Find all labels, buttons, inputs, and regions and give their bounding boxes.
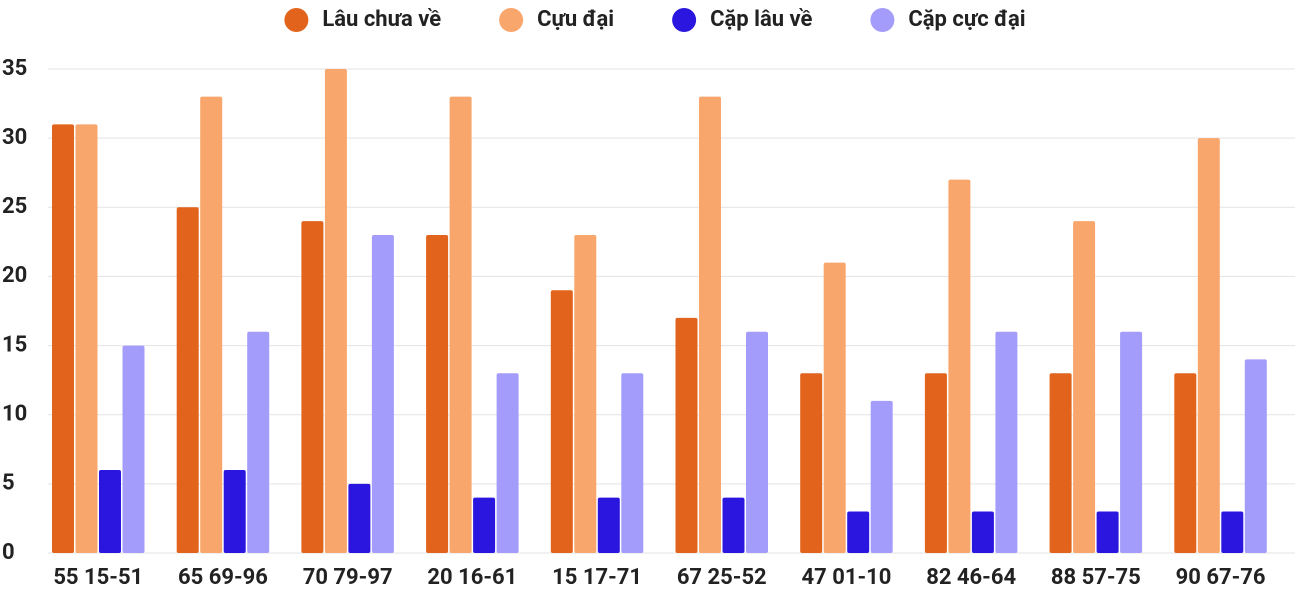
- x-tick-label: 88 57-75: [1051, 565, 1141, 590]
- bar: [550, 290, 573, 553]
- bar: [574, 234, 597, 553]
- bar: [847, 511, 870, 553]
- bar: [473, 497, 496, 553]
- legend-marker: [284, 8, 309, 32]
- bar: [1197, 138, 1220, 553]
- bar: [1096, 511, 1119, 553]
- y-tick-label: 25: [2, 194, 27, 219]
- x-tick-label: 55 15-51: [53, 565, 143, 590]
- x-tick-label: 20 16-61: [427, 565, 517, 590]
- bar: [948, 179, 971, 553]
- bar: [971, 511, 994, 553]
- legend-marker: [672, 8, 697, 32]
- bar: [1073, 221, 1096, 553]
- bar: [597, 497, 620, 553]
- bar: [247, 331, 270, 553]
- bar: [324, 69, 347, 553]
- x-tick-label: 67 25-52: [677, 565, 767, 590]
- legend-label: Cựu đại: [537, 7, 614, 32]
- y-tick-label: 30: [2, 125, 27, 150]
- bar: [722, 497, 745, 553]
- bar: [496, 373, 519, 553]
- x-tick-label: 15 17-71: [552, 565, 642, 590]
- bar: [1221, 511, 1244, 553]
- legend-label: Cặp lâu về: [710, 7, 812, 32]
- y-tick-label: 20: [2, 263, 27, 288]
- bar: [122, 345, 145, 553]
- bar: [621, 373, 644, 553]
- bar: [1174, 373, 1197, 553]
- bar: [800, 373, 823, 553]
- x-tick-label: 82 46-64: [926, 565, 1016, 590]
- bar: [301, 221, 324, 553]
- bar: [675, 317, 698, 553]
- bar: [870, 400, 893, 553]
- bar: [1049, 373, 1072, 553]
- bar: [75, 124, 98, 554]
- bar: [99, 470, 121, 553]
- legend-label: Lâu chưa về: [322, 7, 441, 32]
- y-tick-label: 5: [2, 471, 15, 496]
- y-tick-label: 0: [2, 540, 15, 565]
- bar: [176, 207, 199, 554]
- x-tick-label: 65 69-96: [178, 565, 268, 590]
- bar: [348, 483, 371, 553]
- y-tick-label: 35: [2, 56, 27, 81]
- bar: [371, 234, 394, 553]
- bar: [995, 331, 1018, 553]
- legend-marker: [870, 8, 895, 32]
- bar: [746, 331, 768, 553]
- bar: [1120, 331, 1143, 553]
- bar: [699, 96, 721, 554]
- y-tick-label: 15: [2, 332, 27, 357]
- bar: [924, 373, 947, 553]
- bar: [426, 234, 449, 553]
- bar: [449, 96, 472, 554]
- x-tick-label: 70 79-97: [303, 565, 393, 590]
- bar: [200, 96, 223, 554]
- bar: [823, 262, 846, 553]
- x-tick-label: 90 67-76: [1176, 565, 1266, 590]
- bar: [52, 124, 74, 554]
- x-tick-label: 47 01-10: [802, 565, 892, 590]
- legend-marker: [499, 8, 524, 32]
- legend-label: Cặp cực đại: [908, 7, 1025, 32]
- y-tick-label: 10: [2, 402, 27, 427]
- bar: [1244, 359, 1267, 553]
- bar: [223, 470, 246, 553]
